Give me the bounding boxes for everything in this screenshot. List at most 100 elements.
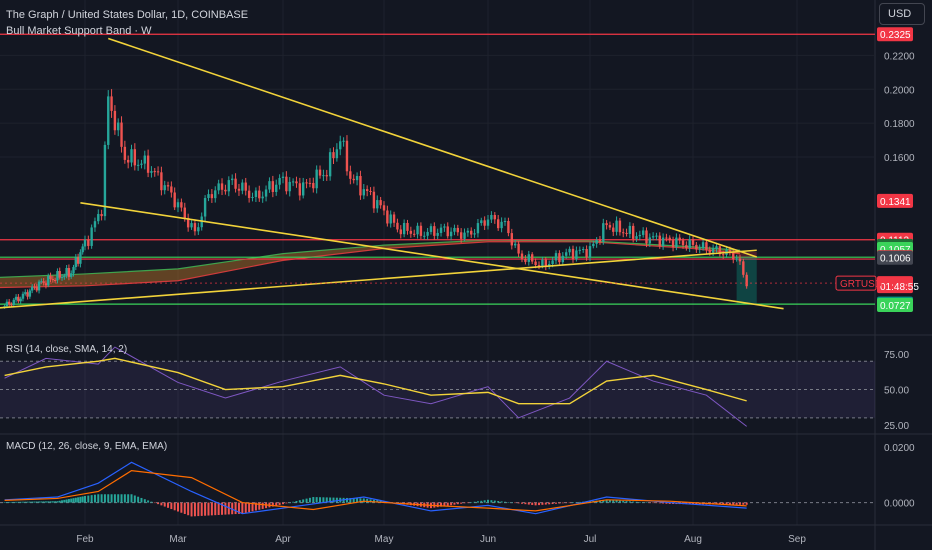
candle-body bbox=[433, 226, 436, 236]
price-label-box bbox=[877, 193, 913, 208]
macd-histogram-bar bbox=[288, 502, 291, 504]
candle-body bbox=[322, 175, 325, 177]
candle-body bbox=[5, 301, 9, 307]
macd-histogram-bar bbox=[127, 494, 130, 503]
currency-selector-button[interactable]: USD bbox=[879, 3, 925, 25]
macd-y-tick-label: 0.0200 bbox=[884, 443, 915, 454]
candle-body bbox=[578, 249, 581, 251]
macd-histogram-bar bbox=[254, 502, 257, 511]
candle-body bbox=[698, 248, 701, 250]
macd-histogram-bar bbox=[742, 502, 745, 505]
candle-body bbox=[312, 182, 315, 189]
rsi-band bbox=[0, 361, 875, 418]
candle-body bbox=[473, 233, 476, 235]
macd-histogram-bar bbox=[79, 496, 82, 503]
macd-panel[interactable]: MACD (12, 26, close, 9, EMA, EMA) bbox=[0, 441, 875, 517]
macd-histogram-bar bbox=[538, 502, 540, 506]
candle-body bbox=[291, 181, 295, 183]
x-tick-label: May bbox=[375, 534, 394, 545]
candle-body bbox=[443, 226, 446, 228]
trendline[interactable] bbox=[0, 249, 757, 309]
macd-histogram-bar bbox=[17, 501, 20, 503]
macd-histogram-bar bbox=[40, 501, 43, 503]
price-panel[interactable] bbox=[0, 33, 875, 310]
macd-histogram-bar bbox=[292, 501, 295, 503]
candle-body bbox=[203, 198, 207, 217]
candle-body bbox=[595, 239, 598, 244]
macd-histogram-bar bbox=[568, 502, 571, 504]
candle-body bbox=[123, 146, 127, 160]
candle-body bbox=[21, 293, 25, 299]
macd-histogram-bar bbox=[217, 502, 220, 515]
macd-histogram-bar bbox=[602, 500, 605, 503]
candle-body bbox=[493, 215, 496, 220]
macd-histogram-bar bbox=[63, 499, 66, 503]
macd-histogram-bar bbox=[5, 501, 8, 503]
candle-body bbox=[60, 276, 64, 278]
candle-body bbox=[524, 258, 527, 262]
x-tick-label: Sep bbox=[788, 534, 806, 545]
macd-histogram-bar bbox=[480, 500, 483, 503]
macd-histogram-bar bbox=[369, 499, 372, 503]
candle-body bbox=[180, 202, 183, 208]
candle-body bbox=[288, 181, 291, 192]
macd-histogram-bar bbox=[302, 499, 305, 503]
candle-body bbox=[419, 225, 423, 236]
candle-body bbox=[416, 225, 419, 235]
x-tick-label: Jul bbox=[584, 534, 597, 545]
macd-histogram-bar bbox=[110, 494, 113, 503]
macd-histogram-bar bbox=[19, 501, 22, 503]
price-label: 01:48:55 bbox=[880, 282, 919, 293]
macd-histogram-bar bbox=[541, 502, 544, 505]
support-band-fill bbox=[0, 240, 740, 288]
candle-body bbox=[58, 271, 61, 278]
macd-histogram-bar bbox=[349, 498, 352, 503]
candle-body bbox=[90, 227, 93, 246]
macd-histogram-bar bbox=[443, 502, 446, 507]
candle-body bbox=[718, 246, 722, 255]
candle-body bbox=[628, 225, 632, 234]
macd-histogram-bar bbox=[93, 494, 96, 503]
candle-body bbox=[295, 181, 298, 184]
macd-histogram-bar bbox=[173, 502, 176, 511]
rsi-panel[interactable]: RSI (14, close, SMA, 14, 2) bbox=[0, 344, 875, 427]
candle-body bbox=[386, 210, 389, 224]
projection-risk-zone bbox=[736, 251, 757, 258]
rsi-y-tick-label: 25.00 bbox=[884, 421, 909, 432]
trendline[interactable] bbox=[107, 37, 757, 258]
candle-body bbox=[605, 223, 608, 226]
candle-body bbox=[685, 245, 688, 249]
macd-histogram-bar bbox=[635, 501, 638, 503]
candle-body bbox=[10, 304, 13, 306]
macd-histogram-bar bbox=[345, 497, 348, 503]
candle-body bbox=[193, 223, 197, 232]
candle-body bbox=[140, 163, 143, 165]
candle-body bbox=[592, 243, 595, 247]
candle-body bbox=[453, 227, 456, 232]
macd-histogram-bar bbox=[33, 501, 36, 503]
macd-histogram-bar bbox=[187, 502, 190, 516]
macd-histogram-bar bbox=[56, 501, 59, 503]
trendline[interactable] bbox=[80, 202, 784, 310]
candle-body bbox=[72, 267, 75, 274]
macd-histogram-bar bbox=[728, 502, 731, 505]
candle-body bbox=[133, 149, 137, 166]
candle-body bbox=[738, 258, 742, 262]
candle-body bbox=[728, 249, 732, 253]
macd-histogram-bar bbox=[74, 497, 77, 503]
macd-histogram-bar bbox=[359, 498, 362, 503]
candle-body bbox=[12, 299, 15, 306]
macd-histogram-bar bbox=[648, 502, 651, 504]
macd-histogram-bar bbox=[524, 502, 527, 505]
candle-body bbox=[325, 175, 328, 177]
macd-histogram-bar bbox=[662, 502, 665, 504]
macd-histogram-bar bbox=[612, 500, 615, 503]
candle-body bbox=[160, 172, 163, 191]
macd-histogram-bar bbox=[177, 502, 179, 512]
candle-body bbox=[585, 248, 588, 258]
macd-histogram-bar bbox=[322, 497, 325, 503]
indicator-title: Bull Market Support Band · W bbox=[6, 25, 152, 37]
candle-body bbox=[446, 226, 449, 237]
macd-histogram-bar bbox=[497, 500, 500, 503]
